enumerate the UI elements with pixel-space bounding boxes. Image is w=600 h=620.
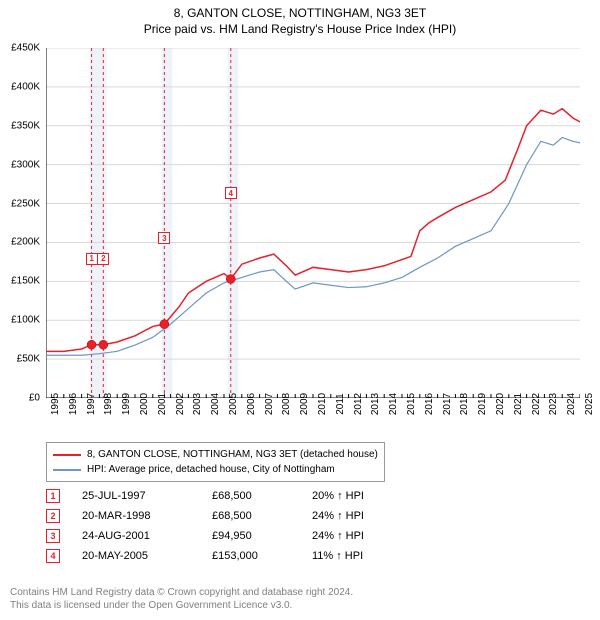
- x-tick-label: 2020: [495, 393, 506, 415]
- x-tick-label: 2000: [139, 393, 150, 415]
- y-tick-label: £350K: [11, 120, 40, 131]
- x-tick-label: 2003: [192, 393, 203, 415]
- y-axis-labels: £0£50K£100K£150K£200K£250K£300K£350K£400…: [0, 48, 44, 398]
- x-tick-label: 2001: [157, 393, 168, 415]
- plot-svg: [46, 48, 580, 398]
- footer-line-1: Contains HM Land Registry data © Crown c…: [10, 586, 353, 599]
- sales-row-price: £68,500: [212, 490, 312, 502]
- sales-row-date: 20-MAY-2005: [82, 550, 212, 562]
- chart-container: 8, GANTON CLOSE, NOTTINGHAM, NG3 3ET Pri…: [0, 0, 600, 620]
- x-axis-labels: 1995199619971998199920002001200220032004…: [46, 400, 580, 440]
- x-tick-label: 1997: [86, 393, 97, 415]
- x-tick-label: 2023: [548, 393, 559, 415]
- x-tick-label: 2017: [442, 393, 453, 415]
- x-tick-label: 1995: [50, 393, 61, 415]
- sales-row-pct: 20% ↑ HPI: [312, 490, 412, 502]
- footer-note: Contains HM Land Registry data © Crown c…: [10, 586, 353, 612]
- legend-swatch: [53, 469, 81, 471]
- legend-item: HPI: Average price, detached house, City…: [53, 462, 378, 477]
- x-tick-label: 2021: [513, 393, 524, 415]
- x-tick-label: 2006: [246, 393, 257, 415]
- y-tick-label: £0: [29, 393, 40, 404]
- x-tick-label: 1998: [103, 393, 114, 415]
- x-tick-label: 2008: [281, 393, 292, 415]
- title-block: 8, GANTON CLOSE, NOTTINGHAM, NG3 3ET Pri…: [0, 0, 600, 37]
- title-line-2: Price paid vs. HM Land Registry's House …: [0, 22, 600, 38]
- x-tick-label: 2024: [566, 393, 577, 415]
- sales-row-date: 25-JUL-1997: [82, 490, 212, 502]
- legend-swatch: [53, 454, 81, 456]
- legend-item: 8, GANTON CLOSE, NOTTINGHAM, NG3 3ET (de…: [53, 447, 378, 462]
- sales-row-marker: 4: [46, 549, 60, 563]
- x-tick-label: 2011: [335, 393, 346, 415]
- sales-row-price: £153,000: [212, 550, 312, 562]
- sales-row-pct: 24% ↑ HPI: [312, 510, 412, 522]
- sale-marker-label: 2: [97, 253, 109, 265]
- sale-marker-label: 4: [225, 187, 237, 199]
- y-tick-label: £50K: [17, 354, 40, 365]
- x-tick-label: 2015: [406, 393, 417, 415]
- sales-row-marker: 2: [46, 509, 60, 523]
- y-tick-label: £400K: [11, 81, 40, 92]
- y-tick-label: £100K: [11, 315, 40, 326]
- plot-area: 12 3 4: [46, 48, 580, 398]
- x-tick-label: 2004: [210, 393, 221, 415]
- x-tick-label: 2019: [477, 393, 488, 415]
- sales-row-price: £94,950: [212, 530, 312, 542]
- sales-row: 1 25-JUL-1997£68,50020% ↑ HPI: [46, 486, 412, 506]
- sales-row: 4 20-MAY-2005£153,00011% ↑ HPI: [46, 546, 412, 566]
- sales-row-marker: 3: [46, 529, 60, 543]
- y-tick-label: £200K: [11, 237, 40, 248]
- legend-label: HPI: Average price, detached house, City…: [87, 462, 335, 477]
- y-tick-label: £250K: [11, 198, 40, 209]
- sale-marker-label: 3: [158, 232, 170, 244]
- x-tick-label: 2016: [424, 393, 435, 415]
- sales-row-pct: 24% ↑ HPI: [312, 530, 412, 542]
- sales-table: 1 25-JUL-1997£68,50020% ↑ HPI 2 20-MAR-1998…: [46, 486, 412, 566]
- x-tick-label: 2010: [317, 393, 328, 415]
- x-tick-label: 2014: [388, 393, 399, 415]
- sales-row-marker: 1: [46, 489, 60, 503]
- y-tick-label: £150K: [11, 276, 40, 287]
- x-tick-label: 2009: [299, 393, 310, 415]
- y-tick-label: £450K: [11, 43, 40, 54]
- legend-label: 8, GANTON CLOSE, NOTTINGHAM, NG3 3ET (de…: [87, 447, 378, 462]
- footer-line-2: This data is licensed under the Open Gov…: [10, 599, 353, 612]
- x-tick-label: 2007: [264, 393, 275, 415]
- title-line-1: 8, GANTON CLOSE, NOTTINGHAM, NG3 3ET: [0, 6, 600, 22]
- x-tick-label: 1999: [121, 393, 132, 415]
- x-tick-label: 2013: [370, 393, 381, 415]
- sales-row-price: £68,500: [212, 510, 312, 522]
- y-tick-label: £300K: [11, 159, 40, 170]
- sales-row-date: 24-AUG-2001: [82, 530, 212, 542]
- x-tick-label: 2012: [353, 393, 364, 415]
- x-tick-label: 2002: [175, 393, 186, 415]
- sales-row-pct: 11% ↑ HPI: [312, 550, 412, 562]
- x-tick-label: 2005: [228, 393, 239, 415]
- sales-row-date: 20-MAR-1998: [82, 510, 212, 522]
- legend: 8, GANTON CLOSE, NOTTINGHAM, NG3 3ET (de…: [46, 442, 385, 482]
- sale-marker-label: 1: [86, 253, 98, 265]
- sales-row: 3 24-AUG-2001£94,95024% ↑ HPI: [46, 526, 412, 546]
- sales-row: 2 20-MAR-1998£68,50024% ↑ HPI: [46, 506, 412, 526]
- x-tick-label: 2025: [584, 393, 595, 415]
- x-tick-label: 2022: [531, 393, 542, 415]
- x-tick-label: 1996: [68, 393, 79, 415]
- x-tick-label: 2018: [459, 393, 470, 415]
